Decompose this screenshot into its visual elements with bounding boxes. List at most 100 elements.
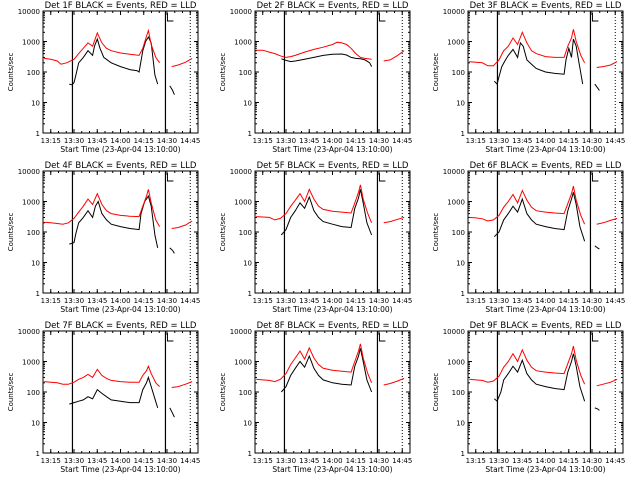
y-axis-label: Counts/sec bbox=[432, 213, 440, 252]
y-tick-label: 1000 bbox=[447, 359, 465, 367]
x-tick-label: 14:15 bbox=[559, 457, 579, 465]
y-axis-label: Counts/sec bbox=[219, 213, 227, 252]
x-tick-label: 14:45 bbox=[180, 457, 200, 465]
x-tick-label: 13:15 bbox=[466, 297, 486, 305]
x-tick-label: 13:30 bbox=[64, 457, 84, 465]
y-tick-label: 10000 bbox=[18, 328, 40, 336]
chart-panel-6: Det 6F BLACK = Events, RED = LLD 1 10 100 10… bbox=[432, 161, 625, 314]
x-tick-label: 14:15 bbox=[134, 137, 154, 145]
y-tick-label: 10000 bbox=[18, 168, 40, 176]
x-tick-label: 14:30 bbox=[157, 457, 177, 465]
y-tick-label: 1000 bbox=[447, 39, 465, 47]
y-tick-label: 1 bbox=[248, 290, 252, 298]
series-line-lld bbox=[596, 217, 618, 225]
marker-flag bbox=[378, 173, 386, 182]
series-line-events bbox=[493, 353, 586, 403]
series-line-lld bbox=[44, 189, 161, 227]
x-tick-label: 13:30 bbox=[64, 137, 84, 145]
x-tick-label: 13:45 bbox=[512, 457, 532, 465]
series-line-lld bbox=[596, 61, 618, 68]
series-line-lld bbox=[469, 185, 586, 225]
x-tick-label: 13:15 bbox=[41, 457, 61, 465]
x-tick-label: 13:30 bbox=[489, 137, 509, 145]
marker-flag bbox=[166, 333, 174, 342]
x-tick-label: 13:30 bbox=[276, 137, 296, 145]
series-line-lld bbox=[596, 378, 618, 387]
series-line-events bbox=[280, 189, 373, 236]
series-line-lld bbox=[171, 220, 193, 229]
marker-flag bbox=[166, 173, 174, 182]
x-tick-label: 14:00 bbox=[110, 137, 130, 145]
y-tick-label: 1000 bbox=[22, 359, 40, 367]
panel-title: Det 4F BLACK = Events, RED = LLD bbox=[45, 161, 197, 171]
x-tick-label: 14:15 bbox=[346, 297, 366, 305]
y-tick-label: 100 bbox=[239, 69, 252, 77]
y-tick-label: 1 bbox=[36, 290, 40, 298]
chart-panel-1: Det 1F BLACK = Events, RED = LLD 1 10 100 10… bbox=[7, 1, 200, 154]
y-tick-label: 10 bbox=[31, 100, 40, 108]
y-tick-label: 10000 bbox=[443, 168, 465, 176]
x-tick-label: 14:15 bbox=[559, 137, 579, 145]
series-line-lld bbox=[383, 377, 405, 386]
series-line-lld bbox=[469, 29, 586, 67]
y-tick-label: 1000 bbox=[22, 199, 40, 207]
x-tick-label: 13:45 bbox=[512, 137, 532, 145]
x-tick-label: 13:15 bbox=[41, 137, 61, 145]
panel-title: Det 1F BLACK = Events, RED = LLD bbox=[45, 1, 197, 11]
series-line-events bbox=[169, 247, 175, 254]
x-tick-label: 14:00 bbox=[535, 297, 555, 305]
series-line-lld bbox=[383, 50, 405, 62]
plot-frame bbox=[254, 10, 411, 134]
series-line-lld bbox=[256, 41, 372, 60]
y-tick-label: 100 bbox=[452, 229, 465, 237]
x-tick-label: 14:15 bbox=[346, 137, 366, 145]
x-tick-label: 14:15 bbox=[559, 297, 579, 305]
y-tick-label: 10000 bbox=[443, 8, 465, 16]
x-tick-label: 14:30 bbox=[582, 137, 602, 145]
plot-frame bbox=[467, 330, 624, 454]
series-line-events bbox=[169, 85, 175, 95]
series-line-lld bbox=[44, 364, 160, 387]
x-tick-label: 14:00 bbox=[322, 137, 342, 145]
x-tick-label: 14:30 bbox=[157, 137, 177, 145]
panel-title: Det 6F BLACK = Events, RED = LLD bbox=[470, 161, 622, 171]
y-tick-label: 1000 bbox=[234, 359, 252, 367]
x-tick-label: 14:45 bbox=[605, 137, 625, 145]
x-tick-label: 13:15 bbox=[253, 137, 273, 145]
x-tick-label: 14:45 bbox=[180, 297, 200, 305]
chart-panel-8: Det 8F BLACK = Events, RED = LLD 1 10 100 10… bbox=[219, 321, 412, 474]
x-tick-label: 14:45 bbox=[180, 137, 200, 145]
y-tick-label: 10 bbox=[456, 260, 465, 268]
y-tick-label: 1000 bbox=[234, 199, 252, 207]
marker-flag bbox=[378, 333, 386, 342]
y-tick-label: 10000 bbox=[18, 8, 40, 16]
series-line-lld bbox=[44, 28, 161, 65]
chart-panel-7: Det 7F BLACK = Events, RED = LLD 1 10 100 10… bbox=[7, 321, 200, 474]
y-axis-label: Counts/sec bbox=[7, 53, 15, 92]
plot-frame bbox=[42, 170, 199, 294]
y-tick-label: 1 bbox=[461, 130, 465, 138]
y-tick-label: 1000 bbox=[22, 39, 40, 47]
x-tick-label: 14:30 bbox=[369, 457, 389, 465]
chart-panel-4: Det 4F BLACK = Events, RED = LLD 1 10 100 10… bbox=[7, 161, 200, 314]
panel-title: Det 8F BLACK = Events, RED = LLD bbox=[257, 321, 409, 331]
y-axis-label: Counts/sec bbox=[432, 373, 440, 412]
series-line-events bbox=[493, 192, 586, 242]
y-tick-label: 100 bbox=[452, 69, 465, 77]
y-tick-label: 1 bbox=[248, 450, 252, 458]
x-axis-label: Start Time (23-Apr-04 13:10:00) bbox=[485, 465, 605, 474]
marker-flag bbox=[378, 13, 386, 22]
x-axis-label: Start Time (23-Apr-04 13:10:00) bbox=[485, 305, 605, 314]
panel-title: Det 3F BLACK = Events, RED = LLD bbox=[470, 1, 622, 11]
series-line-events bbox=[69, 194, 159, 249]
series-line-lld bbox=[171, 381, 193, 388]
x-axis-label: Start Time (23-Apr-04 13:10:00) bbox=[60, 305, 180, 314]
y-tick-label: 100 bbox=[239, 229, 252, 237]
series-line-events bbox=[594, 245, 600, 250]
marker-flag bbox=[166, 13, 174, 22]
x-tick-label: 13:15 bbox=[466, 457, 486, 465]
panel-title: Det 2F BLACK = Events, RED = LLD bbox=[257, 1, 409, 11]
series-line-events bbox=[594, 407, 600, 411]
y-tick-label: 1 bbox=[36, 130, 40, 138]
x-tick-label: 13:30 bbox=[489, 457, 509, 465]
